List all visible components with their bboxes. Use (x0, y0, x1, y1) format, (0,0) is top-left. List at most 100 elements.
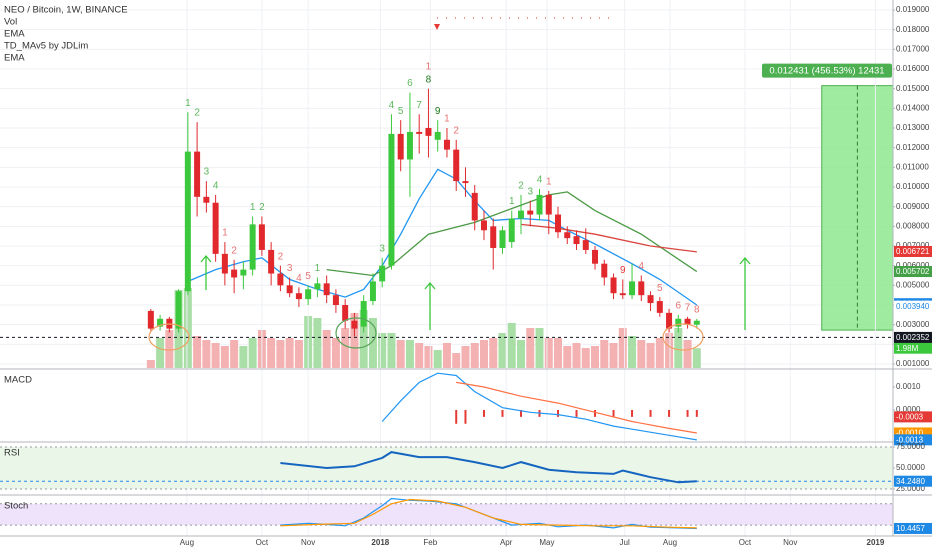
y-tick-label: 0.008000 (896, 221, 930, 230)
histogram-bar (455, 409, 458, 424)
candle-body (656, 301, 663, 313)
td-count: 8 (694, 304, 700, 315)
volume-bar (276, 340, 285, 368)
volume-bar (600, 340, 609, 368)
y-tick-label: 0.017000 (896, 44, 930, 53)
candle-body (517, 210, 524, 219)
td-count: 3 (204, 167, 210, 178)
x-tick-label: Nov (783, 538, 797, 547)
volume-bar (535, 328, 544, 368)
td-count: 1 (426, 61, 432, 72)
band (0, 503, 893, 526)
y-tick-label: 0.007000 (896, 241, 930, 250)
candle-body (434, 131, 441, 140)
td-count: 4 (213, 181, 219, 192)
x-tick-label: Aug (180, 538, 194, 547)
legend-entry: EMA (4, 29, 25, 40)
y-tick-label: 50.0000 (896, 463, 925, 472)
td-count: 4 (537, 175, 543, 186)
td-count: 9 (620, 265, 626, 276)
legend-entry: Vol (4, 17, 17, 28)
volume-bar (646, 343, 655, 368)
candle-body (194, 151, 201, 197)
candle-body (555, 214, 562, 233)
td-count: 1 (250, 202, 256, 213)
volume-bar (193, 336, 202, 368)
volume-bar (331, 338, 340, 368)
candle-body (406, 131, 413, 160)
candle-body (508, 218, 515, 243)
volume-bar (489, 338, 498, 368)
y-tick-label: 0.018000 (896, 25, 930, 34)
y-tick-label: 0.013000 (896, 123, 930, 132)
td-count: 4 (639, 261, 645, 272)
histogram-bar (631, 409, 634, 417)
highlight-ellipse (662, 323, 704, 351)
candle-body (175, 291, 182, 329)
histogram-bar (464, 409, 467, 424)
td-count: 5 (657, 283, 663, 294)
candle-body (610, 277, 617, 294)
measure-label-bg (762, 63, 892, 78)
candle-body (351, 320, 358, 329)
y-tick-label: 0.0000 (896, 405, 921, 414)
volume-bar (387, 333, 396, 368)
candle-body (453, 149, 460, 182)
volume-bar (378, 333, 387, 368)
volume-bar (368, 318, 377, 368)
volume-bar (211, 343, 220, 368)
candle-body (490, 226, 497, 248)
td-count: 3 (379, 243, 385, 254)
candle-body (675, 318, 682, 327)
volume-bar (618, 328, 627, 368)
volume-bar (572, 343, 581, 368)
y-tick-label: 25.0000 (896, 484, 925, 493)
candle-body (332, 295, 339, 306)
volume-bar (405, 340, 414, 368)
volume-bar (313, 318, 322, 368)
price-label: -0.0003 (896, 412, 924, 421)
y-tick-label: 0.011000 (896, 162, 929, 171)
price-label-bg (894, 411, 932, 423)
price-label-bg (894, 331, 932, 343)
volume-bar (415, 343, 424, 368)
candle-body (268, 249, 275, 274)
td-count: 1 (222, 228, 228, 239)
volume-bar (674, 328, 683, 368)
candle-body (323, 283, 330, 296)
td-count: 5 (398, 106, 404, 117)
histogram-bar (686, 409, 689, 417)
volume-bar (341, 328, 350, 368)
histogram-bar (519, 409, 522, 417)
histogram-bar (501, 409, 504, 417)
volume-bar (516, 340, 525, 368)
x-tick-label: Oct (739, 538, 752, 547)
band (0, 447, 893, 489)
indicator-line (456, 381, 697, 434)
underlay (0, 0, 895, 536)
td-count: 2 (194, 108, 200, 119)
legend-entry: TD_MAv5 by JDLim (4, 41, 88, 52)
candle-body (184, 151, 191, 292)
x-tick-label: Aug (663, 538, 677, 547)
td-count: 7 (416, 100, 422, 111)
price-label: 0.005702 (896, 267, 930, 276)
candle-body (277, 273, 284, 286)
x-tick-label: 2019 (867, 538, 885, 547)
ema-line (520, 223, 697, 253)
volume-bar (202, 340, 211, 368)
histogram-bar (695, 409, 698, 417)
indicator-line (280, 451, 697, 484)
td-count: 3 (527, 186, 533, 197)
ema-line (187, 168, 698, 306)
candle-body (582, 240, 589, 250)
volume-bar (665, 333, 674, 368)
candle-body (157, 318, 164, 327)
candle-body (684, 318, 691, 325)
y-tick-label: 0.014000 (896, 103, 930, 112)
chart-title: RSI (4, 448, 20, 459)
candle-body (629, 281, 636, 296)
volume-bar (350, 313, 359, 368)
price-label: 34.2480 (896, 477, 925, 486)
highlight-ellipse (335, 317, 377, 349)
